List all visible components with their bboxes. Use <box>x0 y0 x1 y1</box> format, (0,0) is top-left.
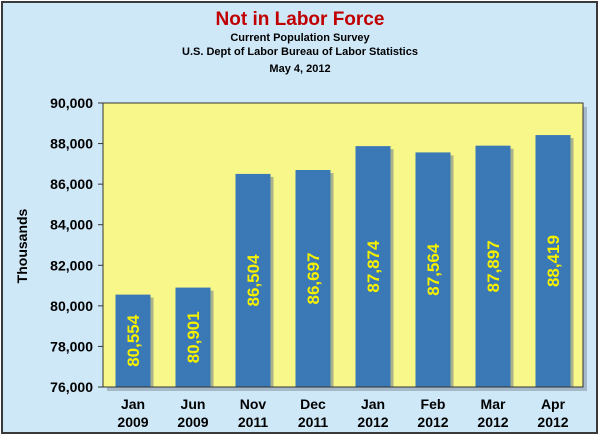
x-tick-label-month: Apr <box>541 396 566 412</box>
x-tick-label-year: 2009 <box>177 414 208 430</box>
x-tick-label-year: 2012 <box>477 414 508 430</box>
x-tick-label-month: Feb <box>421 396 446 412</box>
bar <box>295 170 331 387</box>
bar <box>115 294 151 387</box>
bar-data-label: 86,504 <box>244 254 263 307</box>
y-tick-label: 90,000 <box>50 95 93 111</box>
bar <box>235 173 271 387</box>
y-tick-label: 84,000 <box>50 217 93 233</box>
bar <box>475 145 511 387</box>
bar <box>355 146 391 387</box>
y-tick-label: 88,000 <box>50 136 93 152</box>
bar <box>535 135 571 387</box>
chart-title: Not in Labor Force <box>216 9 385 30</box>
y-tick-label: 78,000 <box>50 338 93 354</box>
y-tick-label: 82,000 <box>50 257 93 273</box>
bar <box>415 152 451 387</box>
y-tick-label: 80,000 <box>50 298 93 314</box>
x-tick-label-year: 2011 <box>298 414 329 430</box>
bar-data-label: 87,564 <box>424 243 443 296</box>
x-tick-label-year: 2009 <box>117 414 148 430</box>
y-tick-label: 76,000 <box>50 379 93 395</box>
x-tick-label-month: Jan <box>121 396 145 412</box>
x-tick-label-year: 2011 <box>238 414 269 430</box>
bar-data-label: 86,697 <box>304 253 323 305</box>
bar <box>175 287 211 387</box>
plot-area-group: 76,000 78,000 80,000 82,000 84,000 86,000 88,0… <box>50 95 587 430</box>
x-tick-label-year: 2012 <box>357 414 388 430</box>
chart-subtitle-line-1: Current Population Survey <box>230 32 370 44</box>
x-tick-label-month: Mar <box>481 396 506 412</box>
bar-data-label: 87,874 <box>364 240 383 293</box>
x-tick-label-month: Dec <box>300 396 326 412</box>
x-tick-label-year: 2012 <box>417 414 448 430</box>
chart-subtitle-line-2: U.S. Dept of Labor Bureau of Labor Stati… <box>182 46 418 58</box>
bar-data-label: 80,901 <box>184 311 203 363</box>
bar-data-label: 87,897 <box>484 240 503 292</box>
chart-subtitle-line-3: May 4, 2012 <box>269 63 330 75</box>
y-axis-label: Thousands <box>14 208 30 283</box>
bar-data-label: 88,419 <box>544 235 563 287</box>
bar-data-label: 80,554 <box>124 314 143 367</box>
x-tick-label-month: Nov <box>240 396 267 412</box>
x-tick-label-month: Jun <box>181 396 206 412</box>
y-tick-label: 86,000 <box>50 176 93 192</box>
x-tick-label-month: Jan <box>361 396 385 412</box>
x-tick-label-year: 2012 <box>537 414 568 430</box>
